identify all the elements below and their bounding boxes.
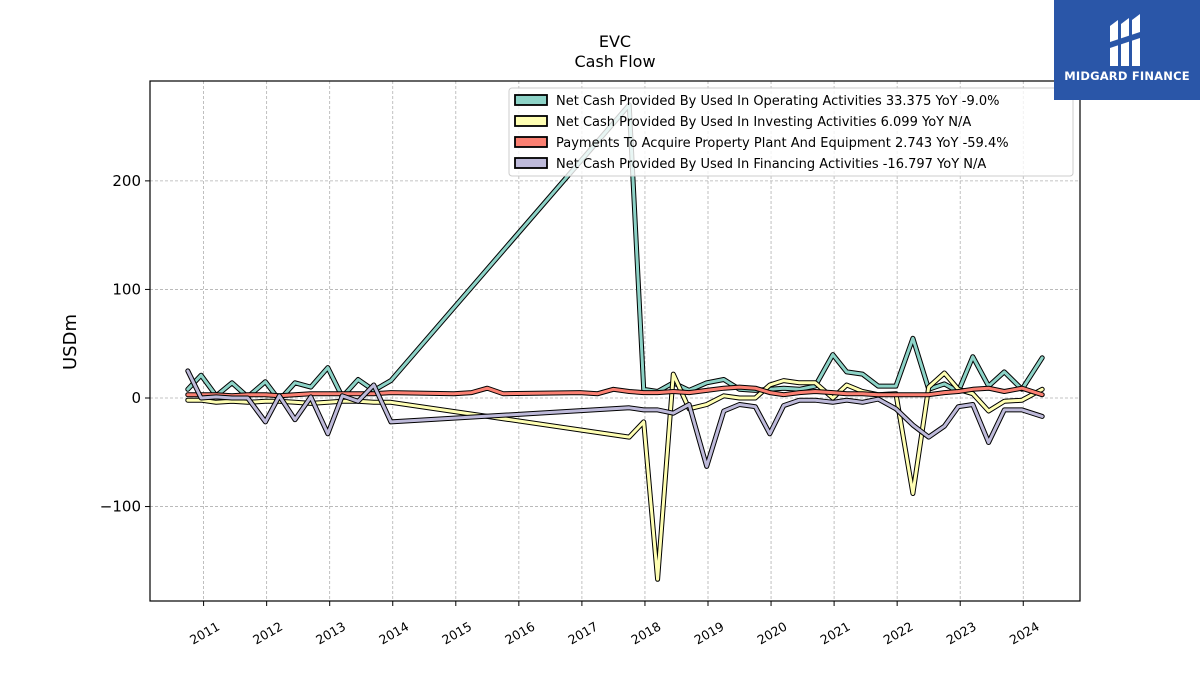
x-tick-label: 2016 <box>502 619 537 648</box>
x-tick-label: 2023 <box>944 619 979 648</box>
x-tick-label: 2024 <box>1007 619 1042 648</box>
x-tick-label: 2022 <box>881 619 916 648</box>
x-tick-label: 2011 <box>187 619 222 648</box>
y-tick-label: −100 <box>100 498 141 516</box>
series-line <box>186 371 1044 581</box>
legend-entry: Payments To Acquire Property Plant And E… <box>556 136 1009 151</box>
legend-entry: Net Cash Provided By Used In Investing A… <box>556 115 971 130</box>
legend-swatch <box>514 115 548 127</box>
chart-title: EVC <box>599 32 631 51</box>
y-tick-label: 200 <box>112 172 141 190</box>
plot-frame <box>149 80 1081 602</box>
series-outline <box>185 368 1045 469</box>
legend-swatch <box>514 94 548 106</box>
series-line <box>186 369 1044 468</box>
x-tick-label: 2014 <box>376 619 411 648</box>
series-3 <box>185 384 1045 399</box>
series-line <box>186 103 1044 402</box>
x-tick-label: 2012 <box>250 619 285 648</box>
legend-box <box>508 87 1074 177</box>
x-tick-label: 2018 <box>628 619 663 648</box>
logo-text: MIDGARD FINANCE <box>1064 69 1190 83</box>
midgard-finance-logo: MIDGARD FINANCE <box>1054 0 1200 100</box>
x-tick-label: 2019 <box>691 619 726 648</box>
y-tick-label: 100 <box>112 280 141 298</box>
x-tick-label: 2021 <box>818 619 853 648</box>
series-2 <box>185 370 1045 582</box>
x-axis: 2011 2012 2013 2014 2015 2016 2017 2018 2019 2020… <box>187 601 1042 648</box>
x-tick-label: 2017 <box>565 619 600 648</box>
x-tick-label: 2013 <box>313 619 348 648</box>
chart-subtitle: Cash Flow <box>574 52 655 71</box>
series-lines <box>185 102 1045 582</box>
y-axis: −100 0 100 200 <box>100 172 150 516</box>
legend-swatch <box>514 136 548 148</box>
y-axis-label: USDm <box>60 314 81 370</box>
x-tick-label: 2020 <box>755 619 790 648</box>
legend: Net Cash Provided By Used In Operating A… <box>508 87 1074 177</box>
legend-entry: Net Cash Provided By Used In Financing A… <box>556 157 986 172</box>
series-4 <box>185 368 1045 469</box>
series-line <box>186 385 1044 398</box>
legend-swatch <box>514 157 548 169</box>
x-tick-label: 2015 <box>439 619 474 648</box>
logo-mark-icon <box>1110 14 1140 66</box>
legend-entry: Net Cash Provided By Used In Operating A… <box>556 94 999 109</box>
series-1 <box>185 102 1045 403</box>
y-tick-label: 0 <box>131 389 141 407</box>
